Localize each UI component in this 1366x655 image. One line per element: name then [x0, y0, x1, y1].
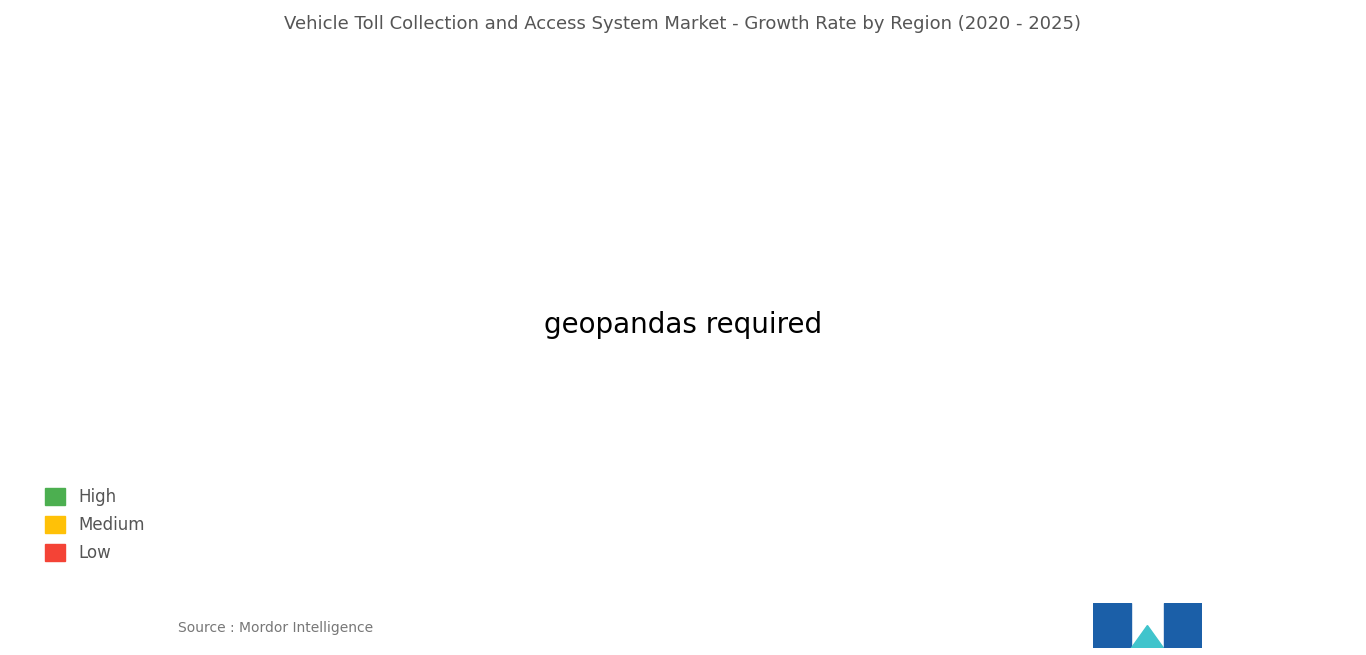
Polygon shape [1131, 626, 1164, 648]
Text: geopandas required: geopandas required [544, 311, 822, 339]
Polygon shape [1164, 603, 1202, 648]
Title: Vehicle Toll Collection and Access System Market - Growth Rate by Region (2020 -: Vehicle Toll Collection and Access Syste… [284, 15, 1082, 33]
Polygon shape [1093, 603, 1131, 648]
Text: Source : Mordor Intelligence: Source : Mordor Intelligence [178, 622, 373, 635]
Legend: High, Medium, Low: High, Medium, Low [37, 479, 153, 571]
